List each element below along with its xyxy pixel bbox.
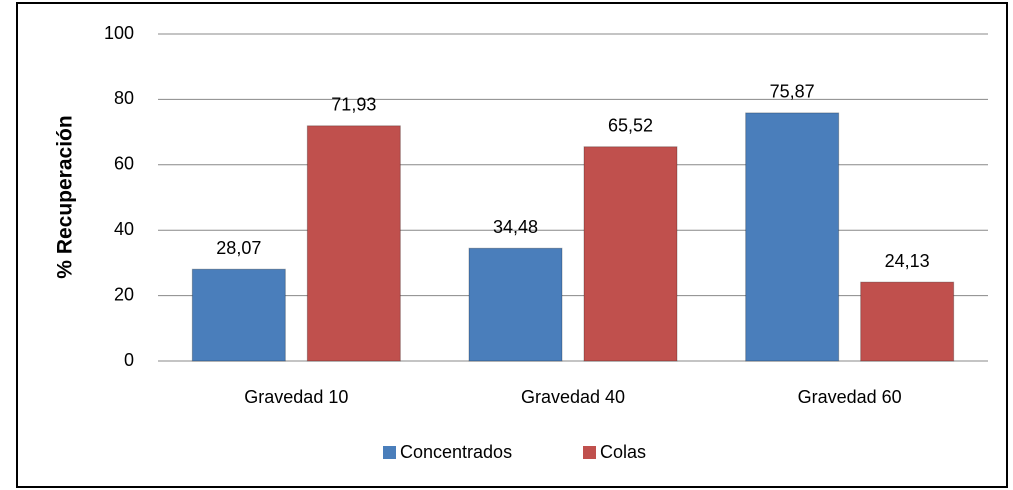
chart-frame xyxy=(16,2,1008,488)
value-label: 65,52 xyxy=(608,115,653,135)
value-label: 34,48 xyxy=(493,217,538,237)
bar xyxy=(745,112,840,362)
bar xyxy=(191,268,286,362)
y-tick-label: 80 xyxy=(114,88,134,108)
value-label: 71,93 xyxy=(331,95,376,115)
y-tick-label: 0 xyxy=(124,350,134,370)
bar xyxy=(583,146,678,362)
x-tick-label: Gravedad 40 xyxy=(521,387,625,407)
legend-label: Colas xyxy=(600,442,646,462)
value-label: 24,13 xyxy=(885,251,930,271)
value-label: 75,87 xyxy=(770,82,815,102)
y-tick-label: 40 xyxy=(114,219,134,239)
value-label: 28,07 xyxy=(216,238,261,258)
bar xyxy=(860,281,955,362)
y-axis-label: % Recuperación xyxy=(54,115,77,278)
y-tick-label: 20 xyxy=(114,284,134,304)
legend-label: Concentrados xyxy=(400,442,512,462)
x-tick-label: Gravedad 10 xyxy=(244,387,348,407)
bar xyxy=(468,247,563,362)
y-tick-label: 100 xyxy=(104,23,134,43)
bar xyxy=(306,125,401,362)
legend-swatch xyxy=(583,446,596,459)
legend-swatch xyxy=(383,446,396,459)
y-tick-label: 60 xyxy=(114,154,134,174)
x-tick-label: Gravedad 60 xyxy=(798,387,902,407)
